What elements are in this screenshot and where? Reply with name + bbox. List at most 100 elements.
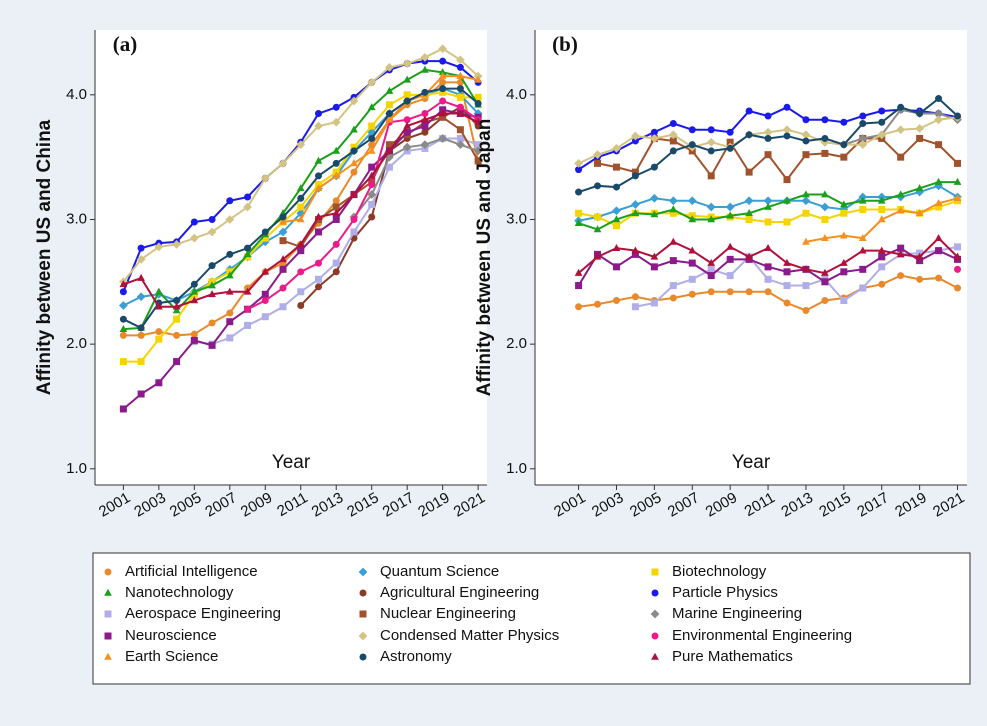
data-point xyxy=(367,103,376,111)
data-point xyxy=(208,281,216,289)
data-point xyxy=(877,215,886,223)
data-point xyxy=(172,240,181,249)
data-point xyxy=(612,263,620,271)
data-point xyxy=(172,306,181,314)
data-point xyxy=(878,107,886,115)
y-tick-label: 1.0 xyxy=(66,460,87,477)
data-point xyxy=(935,274,943,282)
data-point xyxy=(839,200,848,208)
data-point xyxy=(953,252,962,260)
data-point xyxy=(745,131,753,139)
data-point xyxy=(821,268,829,276)
data-point xyxy=(137,390,145,398)
data-point xyxy=(456,134,464,142)
data-point xyxy=(612,183,620,191)
data-point xyxy=(801,196,811,206)
data-point xyxy=(314,156,323,164)
data-point xyxy=(763,127,773,137)
data-point xyxy=(593,252,602,260)
data-point xyxy=(119,280,128,288)
data-point xyxy=(783,132,791,140)
data-point xyxy=(243,202,252,212)
data-point xyxy=(207,227,217,237)
data-point xyxy=(935,247,943,255)
data-point xyxy=(859,284,867,292)
data-point xyxy=(821,233,829,241)
data-point xyxy=(456,103,464,111)
data-point xyxy=(297,203,305,211)
data-point xyxy=(764,263,772,271)
data-point xyxy=(279,284,287,292)
data-point xyxy=(821,149,829,157)
legend-marker xyxy=(104,588,112,596)
data-point xyxy=(226,250,234,258)
data-point xyxy=(839,231,848,239)
data-point xyxy=(261,228,269,236)
data-point xyxy=(439,78,447,86)
data-point xyxy=(821,134,829,142)
data-point xyxy=(456,93,464,101)
data-point xyxy=(367,77,377,87)
data-point xyxy=(726,288,734,296)
data-point xyxy=(916,134,924,142)
data-point xyxy=(208,215,216,223)
data-point xyxy=(953,194,962,202)
data-point xyxy=(878,118,886,126)
data-point xyxy=(726,255,734,263)
data-point xyxy=(764,112,772,120)
data-point xyxy=(349,96,359,106)
data-point xyxy=(260,173,270,183)
data-point xyxy=(707,215,716,223)
data-point xyxy=(137,324,145,332)
data-point xyxy=(897,153,905,161)
data-point xyxy=(669,257,677,265)
data-point xyxy=(859,119,867,127)
data-point xyxy=(297,194,305,202)
data-point xyxy=(119,301,128,310)
data-point xyxy=(688,275,696,283)
data-point xyxy=(821,297,829,305)
data-point xyxy=(332,240,340,248)
data-point xyxy=(243,250,252,258)
data-point xyxy=(612,144,621,153)
data-point xyxy=(745,209,753,217)
data-point xyxy=(385,110,393,118)
data-point xyxy=(783,218,791,226)
data-point xyxy=(137,244,145,252)
data-point xyxy=(189,233,199,243)
data-point xyxy=(840,141,848,149)
legend-marker xyxy=(358,567,368,577)
data-point xyxy=(368,122,376,130)
data-point xyxy=(821,278,829,286)
data-point xyxy=(897,244,905,252)
data-point xyxy=(314,283,322,291)
data-point xyxy=(688,215,697,223)
data-point xyxy=(137,273,145,281)
data-point xyxy=(840,209,848,217)
data-point xyxy=(279,237,287,245)
legend-label: Particle Physics xyxy=(672,584,778,601)
data-point xyxy=(350,190,358,198)
legend-marker xyxy=(359,610,367,618)
data-point xyxy=(331,117,341,127)
data-point xyxy=(297,288,305,296)
data-point xyxy=(136,254,146,264)
data-point xyxy=(650,252,659,260)
data-point xyxy=(726,128,734,136)
data-point xyxy=(612,206,621,216)
data-point xyxy=(350,228,358,236)
data-point xyxy=(631,246,640,254)
data-point xyxy=(783,299,791,307)
data-point xyxy=(858,140,868,150)
data-point xyxy=(332,103,340,111)
data-point xyxy=(669,119,677,127)
data-point xyxy=(897,272,905,280)
data-point xyxy=(119,315,127,323)
data-point xyxy=(763,196,773,206)
data-point xyxy=(669,137,677,145)
data-point xyxy=(631,200,640,209)
data-point xyxy=(154,242,164,252)
data-point xyxy=(420,140,430,150)
y-tick-label: 2.0 xyxy=(66,335,87,352)
